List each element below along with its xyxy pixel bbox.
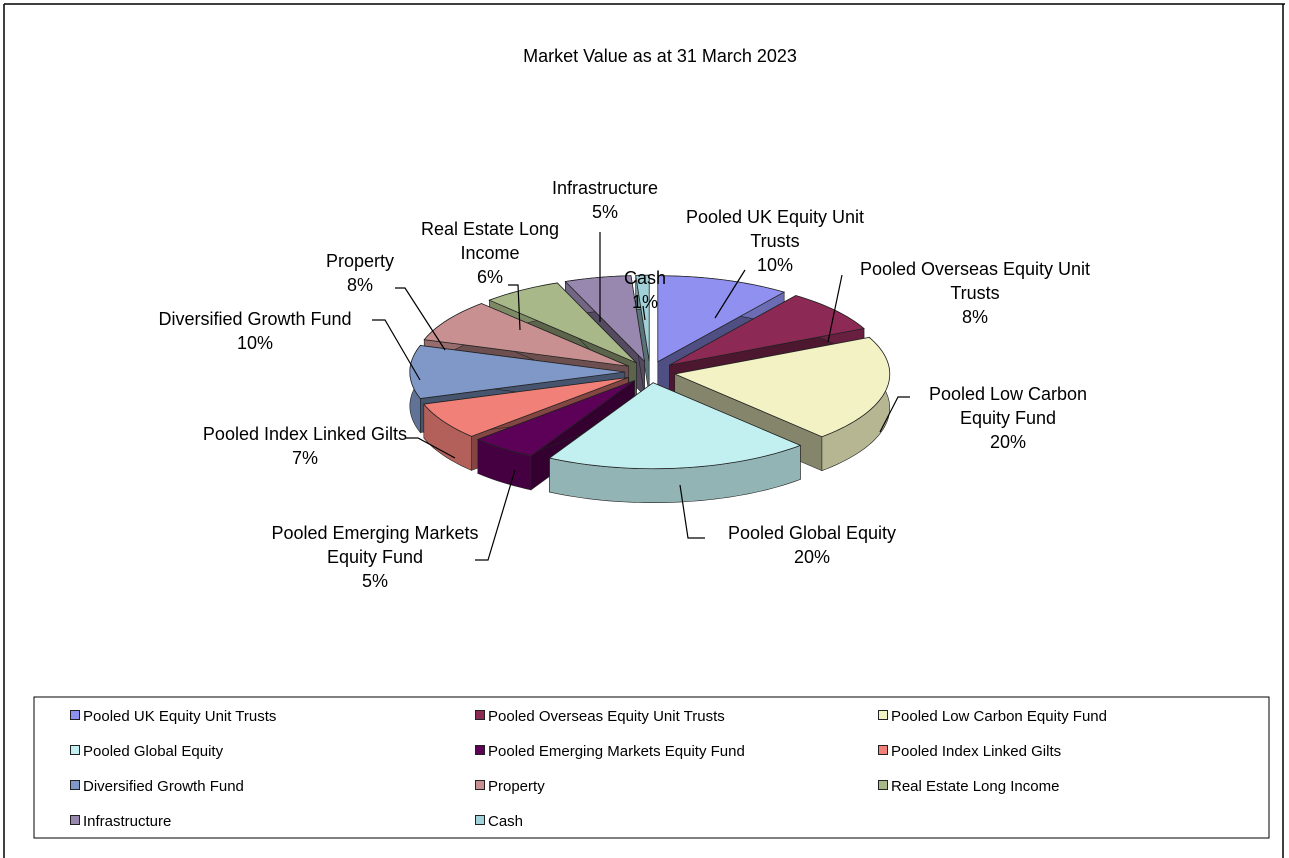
legend-label: Pooled UK Equity Unit Trusts	[83, 708, 277, 725]
data-label-name: Pooled Index Linked Gilts	[202, 424, 408, 444]
leader-line	[395, 287, 446, 351]
data-label-value: 8%	[961, 307, 988, 327]
data-label: Cash 1%	[605, 266, 685, 314]
slice	[476, 380, 635, 457]
data-label: Pooled Global Equity 20%	[672, 521, 952, 569]
data-label-name: Pooled UK Equity Unit Trusts	[685, 207, 865, 251]
leader-line	[475, 469, 516, 561]
data-label: Real Estate Long Income 6%	[410, 217, 570, 289]
legend-swatch	[475, 745, 485, 755]
legend-item: Pooled Global Equity	[70, 743, 223, 761]
slice	[488, 282, 637, 364]
legend-item: Cash	[475, 813, 523, 831]
leader-line	[714, 269, 746, 319]
data-label-name: Diversified Growth Fund	[158, 309, 352, 329]
leader-line	[827, 274, 843, 343]
legend-swatch	[70, 745, 80, 755]
slice	[548, 382, 802, 470]
legend-label: Cash	[488, 813, 524, 830]
leader-line	[642, 305, 646, 321]
legend-item: Pooled UK Equity Unit Trusts	[70, 708, 276, 726]
pie	[409, 274, 891, 504]
legend-label: Diversified Growth Fund	[83, 778, 244, 795]
data-label-name: Infrastructure	[551, 178, 659, 198]
legend-label: Real Estate Long Income	[891, 778, 1060, 795]
data-label: Pooled UK Equity Unit Trusts 10%	[675, 205, 875, 277]
legend-label: Pooled Index Linked Gilts	[891, 743, 1062, 760]
slice	[657, 275, 786, 363]
legend-item: Diversified Growth Fund	[70, 778, 244, 796]
legend-swatch	[878, 745, 888, 755]
data-label-value: 5%	[361, 571, 388, 591]
data-label: Infrastructure 5%	[530, 176, 680, 224]
legend-box	[33, 696, 1270, 839]
data-label-value: 20%	[793, 547, 831, 567]
data-label-value: 10%	[236, 333, 274, 353]
leader-line	[508, 284, 521, 331]
legend-label: Property	[488, 778, 545, 795]
data-label-value: 10%	[756, 255, 794, 275]
data-label-value: 8%	[346, 275, 373, 295]
legend-swatch	[70, 815, 80, 825]
data-label: Diversified Growth Fund 10%	[125, 307, 385, 355]
data-label-name: Pooled Emerging Markets Equity Fund	[271, 523, 479, 567]
legend-swatch	[878, 780, 888, 790]
legend-label: Infrastructure	[83, 813, 172, 830]
leader-line	[879, 396, 910, 433]
data-label: Pooled Overseas Equity Unit Trusts 8%	[855, 257, 1095, 329]
legend-item: Pooled Overseas Equity Unit Trusts	[475, 708, 725, 726]
leader-lines	[372, 232, 910, 561]
legend-item: Pooled Emerging Markets Equity Fund	[475, 743, 745, 761]
leader-line	[405, 437, 456, 459]
slice	[673, 336, 891, 438]
slice	[423, 377, 629, 437]
legend-swatch	[878, 710, 888, 720]
data-label: Pooled Index Linked Gilts 7%	[200, 422, 410, 470]
legend-swatch	[475, 780, 485, 790]
data-label: Pooled Emerging Markets Equity Fund 5%	[265, 521, 485, 593]
legend-item: Pooled Low Carbon Equity Fund	[878, 708, 1107, 726]
legend-swatch	[475, 710, 485, 720]
legend-swatch	[475, 815, 485, 825]
data-label-value: 6%	[476, 267, 503, 287]
data-label-value: 20%	[989, 432, 1027, 452]
data-label-name: Real Estate Long Income	[420, 219, 560, 263]
legend-label: Pooled Global Equity	[83, 743, 224, 760]
data-label-name: Pooled Overseas Equity Unit Trusts	[859, 259, 1091, 303]
data-label-name: Pooled Global Equity	[727, 523, 897, 543]
legend-item: Property	[475, 778, 545, 796]
chart-title: Market Value as at 31 March 2023	[523, 46, 797, 66]
slice	[635, 274, 650, 362]
legend-label: Pooled Overseas Equity Unit Trusts	[488, 708, 725, 725]
legend-label: Pooled Low Carbon Equity Fund	[891, 708, 1107, 725]
data-label: Pooled Low Carbon Equity Fund 20%	[908, 382, 1108, 454]
legend-label: Pooled Emerging Markets Equity Fund	[488, 743, 745, 760]
legend-item: Pooled Index Linked Gilts	[878, 743, 1061, 761]
data-label: Property 8%	[300, 249, 420, 297]
slice	[423, 303, 629, 367]
data-label-value: 5%	[591, 202, 618, 222]
data-label-value: 1%	[631, 292, 658, 312]
legend-swatch	[70, 780, 80, 790]
data-label-name: Cash	[623, 268, 667, 288]
leader-line	[372, 319, 421, 381]
slice	[564, 275, 646, 363]
slice	[409, 344, 625, 400]
data-label-value: 7%	[291, 448, 318, 468]
legend-swatch	[70, 710, 80, 720]
data-label-name: Property	[325, 251, 395, 271]
legend-item: Infrastructure	[70, 813, 171, 831]
data-label-name: Pooled Low Carbon Equity Fund	[928, 384, 1088, 428]
legend-item: Real Estate Long Income	[878, 778, 1059, 796]
leader-line	[679, 484, 705, 539]
